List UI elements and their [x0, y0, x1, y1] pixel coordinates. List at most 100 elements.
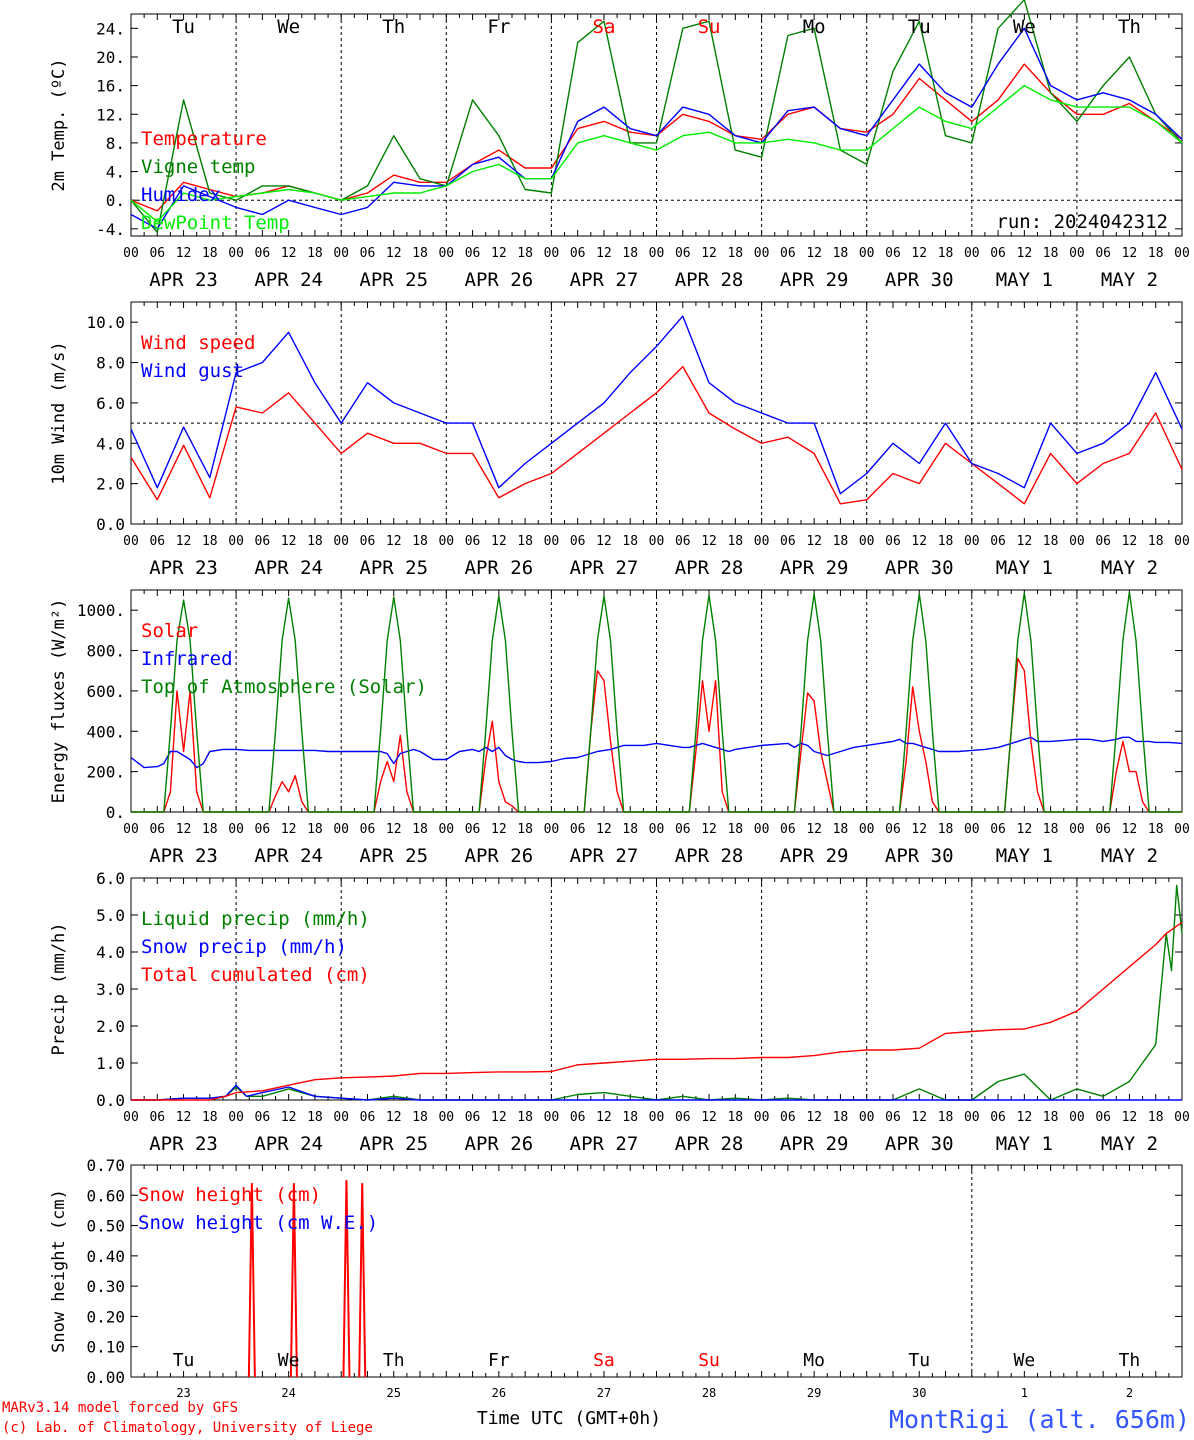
series-line-vigne-temp	[130, 0, 1183, 234]
hour-label: 00	[438, 822, 454, 837]
hour-label: 06	[885, 534, 901, 549]
hour-label: 06	[570, 822, 586, 837]
legend-entry: Humidex	[141, 184, 221, 206]
series-line-humidex	[130, 27, 1183, 230]
hour-label: 06	[255, 246, 271, 261]
hour-label: 06	[255, 534, 271, 549]
hour-label: 12	[1122, 246, 1138, 261]
date-label: APR 29	[780, 1133, 849, 1155]
hour-label: 00	[1174, 534, 1190, 549]
day-number: 28	[702, 1386, 716, 1400]
hour-label: 00	[333, 246, 349, 261]
hour-label: 06	[990, 822, 1006, 837]
hour-label: 06	[885, 1110, 901, 1125]
hour-label: 12	[1017, 1110, 1033, 1125]
hour-label: 18	[412, 1110, 428, 1125]
hour-label: 18	[307, 534, 323, 549]
hour-label: 18	[1043, 534, 1059, 549]
hour-label: 18	[622, 1110, 638, 1125]
hour-label: 12	[701, 534, 717, 549]
weekday-label: Fr	[488, 1350, 510, 1371]
y-tick-label: 4.	[106, 163, 125, 182]
hour-label: 12	[806, 822, 822, 837]
hour-label: 12	[911, 246, 927, 261]
series-line-wind-gust	[130, 315, 1183, 495]
legend-entry: DewPoint Temp	[141, 212, 290, 234]
hour-label: 18	[1043, 822, 1059, 837]
y-tick-label: 200.	[86, 763, 125, 782]
hour-label: 18	[202, 822, 218, 837]
hour-label: 12	[281, 822, 297, 837]
date-label: APR 30	[885, 269, 954, 291]
hour-label: 18	[727, 534, 743, 549]
day-number: 29	[807, 1386, 821, 1400]
hour-label: 18	[307, 1110, 323, 1125]
hour-label: 12	[491, 534, 507, 549]
hour-label: 18	[517, 1110, 533, 1125]
hour-label: 12	[596, 1110, 612, 1125]
hour-label: 18	[833, 534, 849, 549]
hour-label: 00	[333, 1110, 349, 1125]
hour-label: 06	[465, 534, 481, 549]
hour-label: 00	[754, 534, 770, 549]
day-number: 27	[597, 1386, 611, 1400]
hour-label: 06	[570, 1110, 586, 1125]
weekday-label: We	[1013, 16, 1036, 38]
hour-label: 06	[990, 534, 1006, 549]
hour-label: 12	[806, 534, 822, 549]
hour-label: 12	[176, 1110, 192, 1125]
hour-label: 00	[754, 1110, 770, 1125]
y-tick-label: 2.0	[96, 475, 125, 494]
hour-label: 06	[360, 1110, 376, 1125]
y-tick-label: 24.	[96, 19, 125, 38]
day-number: 2	[1126, 1386, 1133, 1400]
hour-label: 00	[964, 822, 980, 837]
hour-label: 00	[1174, 246, 1190, 261]
weekday-label: We	[1014, 1350, 1036, 1371]
y-tick-label: 0.0	[96, 515, 125, 534]
date-label: APR 30	[885, 1133, 954, 1155]
hour-label: 18	[1148, 822, 1164, 837]
hour-label: 06	[255, 822, 271, 837]
hour-label: 18	[727, 246, 743, 261]
hour-label: 00	[964, 1110, 980, 1125]
date-label: APR 24	[254, 557, 323, 579]
legend-entry: Vigne temp	[141, 156, 255, 178]
weekday-label: Th	[383, 1350, 405, 1371]
series-line-infrared	[130, 736, 1183, 769]
hour-label: 06	[149, 246, 165, 261]
y-tick-label: 6.0	[96, 394, 125, 413]
hour-label: 06	[465, 246, 481, 261]
hour-label: 12	[1017, 822, 1033, 837]
day-number: 25	[387, 1386, 401, 1400]
hour-label: 00	[438, 534, 454, 549]
date-label: MAY 1	[996, 1133, 1053, 1155]
weekday-label: Su	[698, 16, 721, 38]
y-tick-label: 3.0	[96, 980, 125, 999]
legend-entry: Total cumulated (cm)	[141, 964, 370, 986]
series-line-liquid-precip-mm-h-	[131, 884, 1183, 1101]
date-label: APR 23	[149, 269, 218, 291]
y-tick-label: 800.	[86, 642, 125, 661]
hour-label: 06	[780, 534, 796, 549]
weekday-label: Su	[698, 1350, 720, 1371]
y-tick-label: -4.	[96, 220, 125, 239]
hour-label: 18	[517, 534, 533, 549]
station-name: MontRigi (alt. 656m)	[889, 1405, 1190, 1434]
hour-label: 18	[727, 822, 743, 837]
date-label: APR 27	[570, 557, 639, 579]
hour-label: 00	[859, 822, 875, 837]
hour-label: 18	[938, 534, 954, 549]
hour-label: 12	[701, 822, 717, 837]
hour-label: 18	[1148, 534, 1164, 549]
date-label: APR 26	[465, 269, 534, 291]
series-line-top-of-atmosphere-solar-	[131, 591, 1182, 813]
hour-label: 12	[596, 822, 612, 837]
date-label: MAY 2	[1101, 557, 1158, 579]
legend-entry: Solar	[141, 620, 198, 642]
hour-label: 00	[544, 822, 560, 837]
hour-label: 12	[701, 246, 717, 261]
hour-label: 18	[833, 1110, 849, 1125]
hour-label: 18	[202, 246, 218, 261]
hour-label: 18	[622, 822, 638, 837]
